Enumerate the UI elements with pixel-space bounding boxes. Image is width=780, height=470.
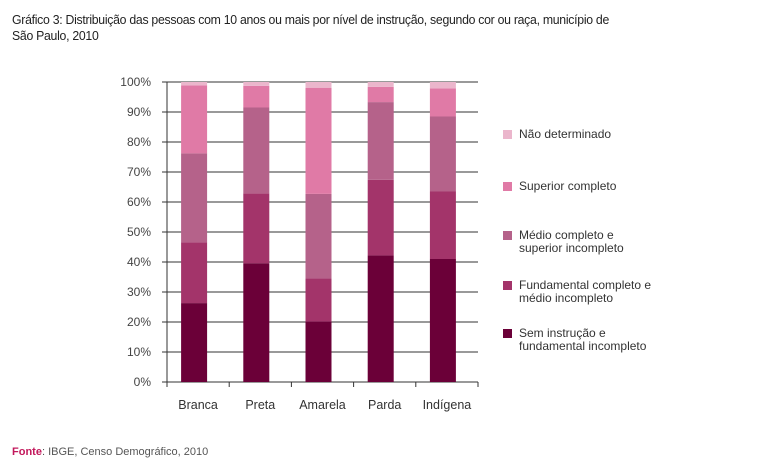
bar-segment <box>429 191 456 259</box>
legend-swatch <box>503 182 512 191</box>
y-tick-label: 30% <box>127 285 151 299</box>
legend-label: superior incompleto <box>519 241 624 255</box>
bar-segment <box>367 86 394 103</box>
bar-segment <box>367 255 394 382</box>
x-tick-label: Branca <box>178 398 218 412</box>
bar-segment <box>367 102 394 180</box>
bar-segment <box>181 85 208 154</box>
legend-label: fundamental incompleto <box>519 339 647 353</box>
y-tick-label: 20% <box>127 315 151 329</box>
bar-segment <box>367 179 394 256</box>
legend-label: Fundamental completo e <box>519 278 652 292</box>
legend-label: médio incompleto <box>519 291 614 305</box>
bar-segment <box>181 153 208 243</box>
bar-segment <box>367 82 394 87</box>
legend-swatch <box>503 130 512 139</box>
bar-segment <box>305 82 332 88</box>
bar-segment <box>429 82 456 89</box>
bar-segment <box>429 259 456 382</box>
x-tick-label: Amarela <box>299 398 346 412</box>
bar-segment <box>181 303 208 382</box>
bar-segment <box>243 263 270 382</box>
bar-segment <box>181 82 208 86</box>
y-tick-label: 10% <box>127 345 151 359</box>
legend-label: Médio completo e <box>519 228 614 242</box>
bar-segment <box>429 116 456 192</box>
x-tick-label: Indígena <box>423 398 472 412</box>
y-tick-label: 90% <box>127 105 151 119</box>
bar-segment <box>181 242 208 304</box>
bar-segment <box>243 193 270 264</box>
x-tick-label: Preta <box>245 398 275 412</box>
bar-segment <box>305 321 332 382</box>
legend-label: Superior completo <box>519 179 617 193</box>
legend-swatch <box>503 231 512 240</box>
x-tick-label: Parda <box>368 398 401 412</box>
y-tick-label: 100% <box>120 75 151 89</box>
y-tick-label: 0% <box>134 375 152 389</box>
legend-label: Não determinado <box>519 127 612 141</box>
legend-label: Sem instrução e <box>519 326 606 340</box>
bar-segment <box>243 82 270 86</box>
legend-swatch <box>503 329 512 338</box>
bar-segment <box>305 87 332 194</box>
y-tick-label: 80% <box>127 135 151 149</box>
y-tick-label: 70% <box>127 165 151 179</box>
source-text: : IBGE, Censo Demográfico, 2010 <box>41 446 209 458</box>
chart-title: Gráfico 3: Distribuição das pessoas com … <box>12 12 723 44</box>
title-line-1: Gráfico 3: Distribuição das pessoas com … <box>12 12 610 27</box>
bar-segment <box>305 278 332 322</box>
source-label: Fonte <box>12 446 42 458</box>
title-line-2: São Paulo, 2010 <box>12 28 99 43</box>
bar-segment <box>429 88 456 117</box>
y-tick-label: 50% <box>127 225 151 239</box>
legend-swatch <box>503 281 512 290</box>
y-tick-label: 40% <box>127 255 151 269</box>
bar-segment <box>305 193 332 279</box>
bar-segment <box>243 107 270 194</box>
bar-segment <box>243 85 270 108</box>
source-note: Fonte: IBGE, Censo Demográfico, 2010 <box>12 446 208 458</box>
y-tick-label: 60% <box>127 195 151 209</box>
